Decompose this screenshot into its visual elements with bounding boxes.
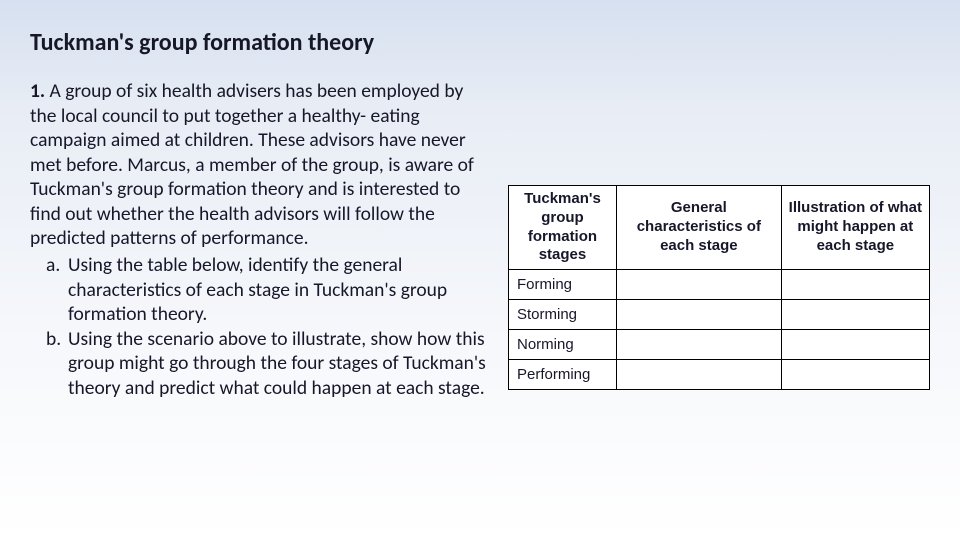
intro-text: A group of six health advisers has been … [30,79,474,250]
table-header: General characteristics of each stage [616,186,781,270]
illustration-cell [781,300,929,330]
characteristics-cell [616,330,781,360]
tuckman-table: Tuckman's group formation stages General… [508,185,930,390]
question-text-block: 1. A group of six health advisers has be… [30,79,490,400]
stage-cell: Forming [509,270,617,300]
content-area: 1. A group of six health advisers has be… [30,79,930,400]
table-row: Performing [509,360,930,390]
table-header-row: Tuckman's group formation stages General… [509,186,930,270]
part-text: Using the table below, identify the gene… [68,253,447,326]
characteristics-cell [616,360,781,390]
stage-cell: Performing [509,360,617,390]
illustration-cell [781,330,929,360]
question-number: 1. [30,79,45,103]
table-row: Norming [509,330,930,360]
list-item: a. Using the table below, identify the g… [68,253,490,327]
table-row: Storming [509,300,930,330]
table-row: Forming [509,270,930,300]
part-marker: b. [46,327,61,352]
illustration-cell [781,270,929,300]
page-title: Tuckman's group formation theory [30,28,930,57]
table-area: Tuckman's group formation stages General… [508,79,930,400]
stage-cell: Norming [509,330,617,360]
intro-paragraph: 1. A group of six health advisers has be… [30,79,490,251]
part-marker: a. [46,253,60,278]
table-header: Tuckman's group formation stages [509,186,617,270]
subparts-list: a. Using the table below, identify the g… [30,253,490,400]
characteristics-cell [616,300,781,330]
table-header: Illustration of what might happen at eac… [781,186,929,270]
list-item: b. Using the scenario above to illustrat… [68,327,490,401]
illustration-cell [781,360,929,390]
stage-cell: Storming [509,300,617,330]
characteristics-cell [616,270,781,300]
part-text: Using the scenario above to illustrate, … [68,327,486,400]
